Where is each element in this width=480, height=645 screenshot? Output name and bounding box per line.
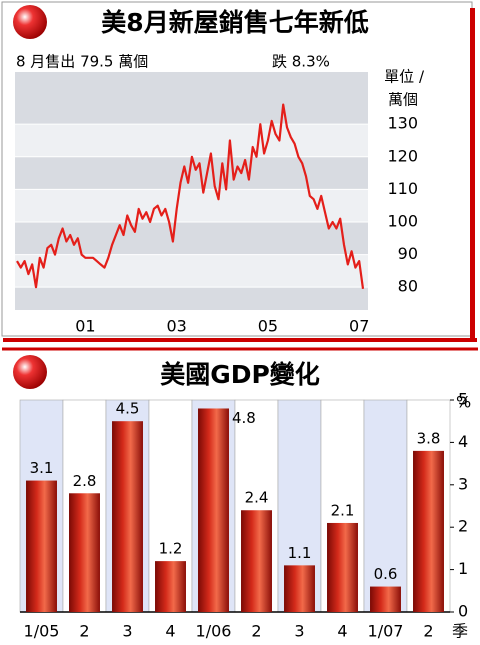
bar: [413, 450, 444, 612]
value-label: 4.5: [116, 400, 140, 418]
axis-label: 萬個: [388, 91, 418, 109]
x-tick-label: 1/06: [196, 622, 232, 641]
value-label: 1.2: [159, 540, 183, 558]
x-tick-label: 1/07: [368, 622, 404, 641]
bar: [241, 510, 272, 612]
y-tick-label: 130: [387, 114, 418, 133]
bar: [69, 493, 100, 612]
axis-label: 季: [452, 622, 468, 641]
plot-stripe: [15, 254, 368, 288]
bar: [198, 408, 229, 612]
bar: [112, 421, 143, 612]
bar: [284, 565, 315, 612]
x-tick-label: 1/05: [24, 622, 60, 641]
bar: [155, 561, 186, 612]
x-tick-label: 3: [294, 622, 304, 641]
title-icon: [13, 355, 47, 389]
value-label: 4.8: [232, 409, 256, 427]
x-tick-label: 2: [423, 622, 433, 641]
data-line: [16, 103, 365, 289]
value-label: 3.1: [30, 459, 54, 477]
y-tick-label: 2: [458, 517, 468, 536]
y-tick-label: 90: [398, 244, 418, 263]
bar: [26, 480, 57, 612]
x-tick-label: 4: [165, 622, 175, 641]
value-label: 2.4: [245, 489, 269, 507]
x-tick-label: 2: [251, 622, 261, 641]
x-tick-label: 03: [167, 317, 187, 336]
x-tick-label: 01: [75, 317, 95, 336]
axis-label: 單位 /: [384, 68, 425, 86]
y-tick-label: 1: [458, 559, 468, 578]
chart-title: 美8月新屋銷售七年新低: [101, 8, 368, 37]
annotation: 8 月售出 79.5 萬個: [16, 53, 148, 71]
y-tick-label: 4: [458, 432, 468, 451]
bar: [327, 522, 358, 612]
title-icon: [13, 5, 47, 39]
value-label: 3.8: [417, 429, 441, 447]
x-tick-label: 2: [79, 622, 89, 641]
axis-label: %: [456, 393, 471, 412]
panel-shadow: [470, 8, 475, 340]
value-label: 2.1: [331, 501, 355, 519]
x-tick-label: 4: [337, 622, 347, 641]
panel-shadow: [3, 338, 477, 342]
y-tick-label: 0: [458, 602, 468, 621]
chart-title: 美國GDP變化: [160, 360, 320, 389]
plot-stripe: [15, 124, 368, 157]
annotation: 跌 8.3%: [272, 53, 330, 71]
x-tick-label: 05: [258, 317, 278, 336]
y-tick-label: 3: [458, 474, 468, 493]
y-tick-label: 120: [387, 146, 418, 165]
y-tick-label: 5: [458, 390, 468, 409]
x-tick-label: 07: [349, 317, 369, 336]
x-tick-label: 3: [122, 622, 132, 641]
y-tick-label: 110: [387, 179, 418, 198]
value-label: 1.1: [288, 544, 312, 562]
bar: [370, 586, 401, 612]
value-label: 2.8: [73, 472, 97, 490]
y-tick-label: 80: [398, 277, 418, 296]
y-tick-label: 100: [387, 211, 418, 230]
value-label: 0.6: [374, 565, 398, 583]
